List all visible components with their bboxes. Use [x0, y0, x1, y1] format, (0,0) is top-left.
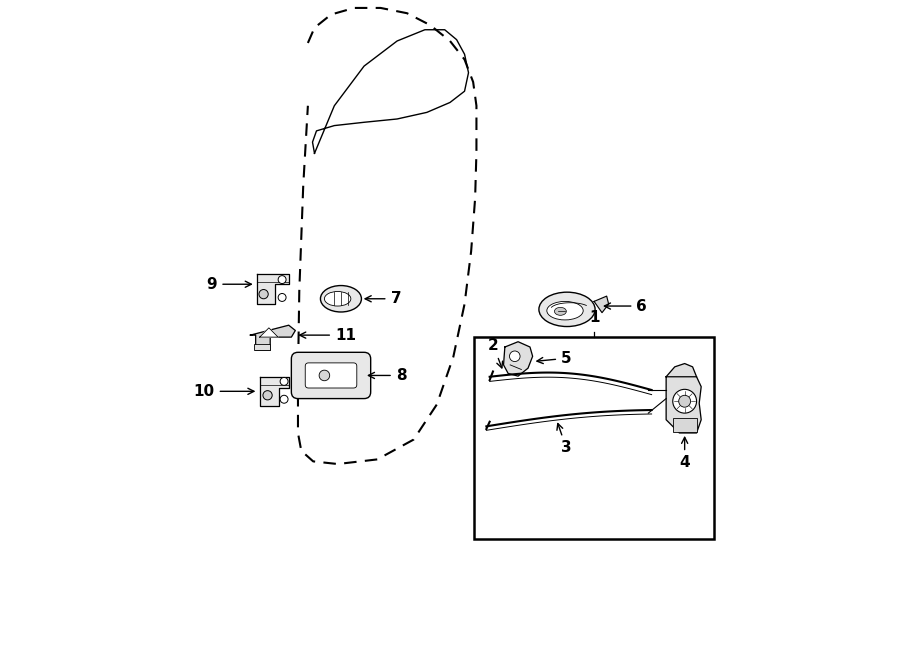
Polygon shape [594, 296, 608, 313]
Polygon shape [666, 364, 697, 377]
Polygon shape [250, 325, 295, 350]
Text: 8: 8 [368, 368, 407, 383]
Text: 2: 2 [488, 338, 502, 368]
Circle shape [320, 370, 329, 381]
Bar [254, 344, 270, 350]
Text: 9: 9 [207, 277, 251, 292]
Text: 4: 4 [680, 438, 690, 470]
Text: 3: 3 [557, 424, 572, 455]
Circle shape [673, 389, 697, 413]
Text: 11: 11 [300, 328, 356, 342]
FancyBboxPatch shape [673, 418, 697, 432]
Circle shape [278, 276, 286, 284]
Polygon shape [666, 377, 701, 433]
Circle shape [259, 290, 268, 299]
Ellipse shape [320, 286, 362, 312]
Text: 10: 10 [194, 384, 254, 399]
Polygon shape [503, 342, 533, 376]
Ellipse shape [554, 307, 566, 315]
Bar [474, 337, 715, 539]
Circle shape [278, 293, 286, 301]
Circle shape [679, 395, 690, 407]
Polygon shape [259, 328, 278, 337]
Circle shape [280, 377, 288, 385]
FancyBboxPatch shape [305, 363, 356, 388]
Text: 5: 5 [537, 351, 572, 366]
Circle shape [509, 351, 520, 362]
Text: 6: 6 [605, 299, 647, 313]
Polygon shape [257, 274, 289, 304]
Text: 7: 7 [365, 292, 401, 306]
Ellipse shape [324, 292, 351, 306]
Circle shape [280, 395, 288, 403]
FancyBboxPatch shape [292, 352, 371, 399]
Ellipse shape [539, 292, 595, 327]
Text: 1: 1 [589, 310, 599, 325]
Circle shape [263, 391, 272, 400]
Ellipse shape [547, 301, 583, 320]
Polygon shape [259, 377, 290, 406]
